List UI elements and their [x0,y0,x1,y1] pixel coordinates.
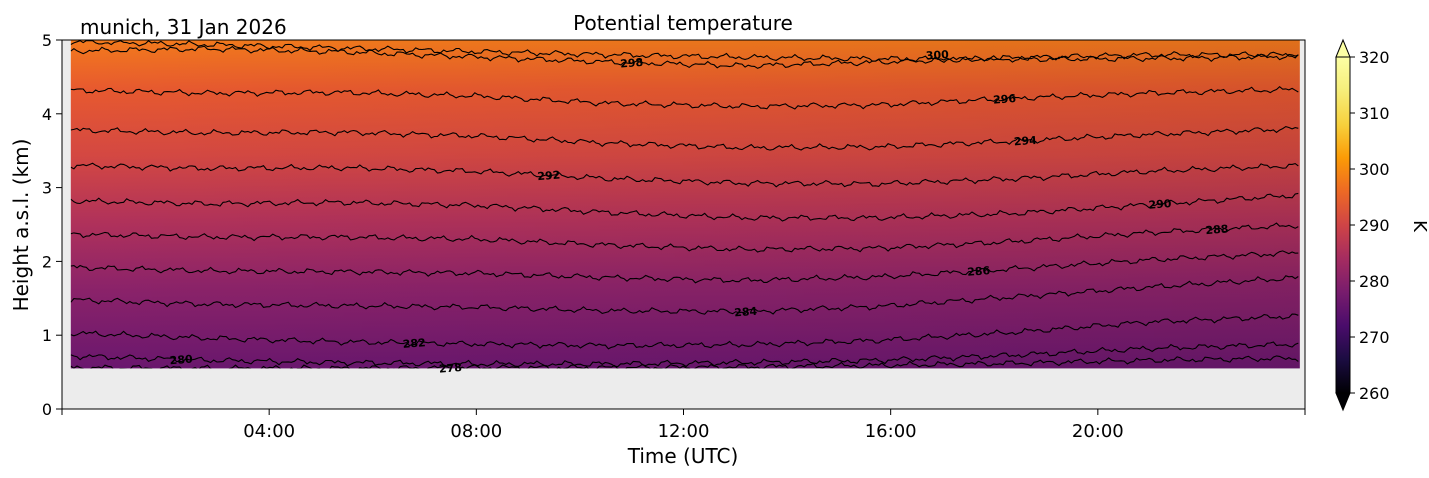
chart-subtitle: munich, 31 Jan 2026 [80,15,287,39]
plot-area: 278 280 282 284 286 288 290 292 294 296 298 300 04:… [42,31,1306,442]
colorbar-tick-label: 320 [1359,48,1390,67]
chart-title: Potential temperature [573,11,793,35]
colorbar-tick-label: 270 [1359,328,1390,347]
colorbar-extend-max [1335,38,1351,58]
contour-label-286: 286 [967,264,991,279]
contour-line-300 [70,40,1299,63]
contour-line-284 [70,275,1299,315]
y-tick-label: 5 [42,31,52,50]
contour-label-282: 282 [402,336,426,351]
colorbar-tick-label: 260 [1359,384,1390,403]
y-axis-label: Height a.s.l. (km) [9,139,33,312]
contour-line-282 [70,313,1299,350]
colorbar-gradient [1335,56,1351,394]
contour-label-278: 278 [439,361,463,376]
y-axis-ticks: 0 1 2 3 4 5 [42,31,62,419]
colorbar-tick-label: 280 [1359,272,1390,291]
y-tick-label: 2 [42,252,52,271]
colorbar-label: K [1409,220,1429,233]
colorbar-tick-label: 300 [1359,160,1390,179]
field-shading [70,40,1300,369]
x-tick-label: 04:00 [243,421,295,442]
contour-line-288 [70,222,1299,253]
y-tick-label: 1 [42,326,52,345]
colorbar-tick-label: 310 [1359,104,1390,123]
x-tick-label: 08:00 [450,421,502,442]
colorbar-ticks: 260 270 280 290 300 310 320 [1350,48,1390,403]
contour-label-298: 298 [620,56,644,71]
y-tick-label: 0 [42,400,52,419]
contour-label-300: 300 [925,48,949,63]
contour-line-294 [70,126,1299,151]
contour-lines [70,40,1299,369]
contour-label-280: 280 [169,353,193,368]
contour-label-292: 292 [537,169,561,184]
x-tick-label: 20:00 [1072,421,1124,442]
contour-line-280 [70,341,1299,368]
contour-label-294: 294 [1013,134,1037,149]
y-tick-label: 4 [42,105,52,124]
contour-line-286 [70,250,1299,284]
contour-line-290 [70,192,1299,222]
x-axis-label: Time (UTC) [627,444,739,468]
colorbar-tick-label: 290 [1359,216,1390,235]
contour-line-292 [70,162,1299,188]
contour-label-290: 290 [1148,197,1172,212]
contour-labels: 278 280 282 284 286 288 290 292 294 296 298 300 [169,48,1229,376]
contour-line-296 [70,85,1299,110]
x-tick-label: 12:00 [658,421,710,442]
y-tick-label: 3 [42,179,52,198]
colorbar-extend-min [1335,392,1351,412]
x-axis-ticks: 04:00 08:00 12:00 16:00 20:00 [61,409,1306,442]
x-tick-label: 16:00 [865,421,917,442]
colorbar: 260 270 280 290 300 310 320 K [1335,38,1429,412]
contour-label-284: 284 [734,305,758,320]
contour-line-278 [70,355,1299,369]
contour-label-296: 296 [993,92,1017,107]
contour-label-288: 288 [1205,223,1229,238]
